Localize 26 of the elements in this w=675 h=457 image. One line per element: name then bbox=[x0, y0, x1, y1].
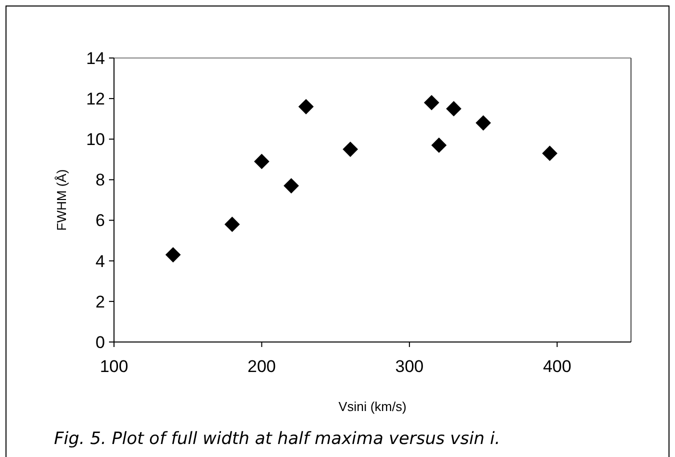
y-tick-label: 8 bbox=[96, 170, 105, 190]
point bbox=[431, 138, 447, 153]
point bbox=[446, 101, 462, 116]
point bbox=[542, 146, 558, 162]
caption: Fig. 5. Plot of full width at half maxima versus vsin i. bbox=[54, 429, 500, 449]
y-tick-label: 14 bbox=[86, 48, 105, 68]
point bbox=[254, 154, 270, 170]
point bbox=[342, 142, 358, 157]
y-tick-label: 6 bbox=[96, 211, 105, 230]
x-axis-title: Vsini (km/s) bbox=[338, 399, 406, 414]
y-axis-title: FWHM (Å) bbox=[54, 169, 69, 231]
point bbox=[298, 99, 314, 114]
point bbox=[476, 115, 491, 131]
x-tick-label: 300 bbox=[395, 357, 424, 376]
y-tick-label: 10 bbox=[86, 130, 105, 150]
x-tick-label: 200 bbox=[248, 357, 276, 376]
y-tick-label: 4 bbox=[96, 252, 105, 271]
y-tick-label: 0 bbox=[96, 332, 105, 352]
point bbox=[224, 216, 240, 232]
x-tick-label: 400 bbox=[542, 357, 572, 376]
y-tick-label: 12 bbox=[86, 90, 105, 109]
y-tick-label: 2 bbox=[96, 292, 105, 312]
point bbox=[424, 94, 440, 110]
x-tick-label: 100 bbox=[100, 357, 128, 376]
point bbox=[284, 178, 299, 194]
point bbox=[165, 247, 181, 262]
